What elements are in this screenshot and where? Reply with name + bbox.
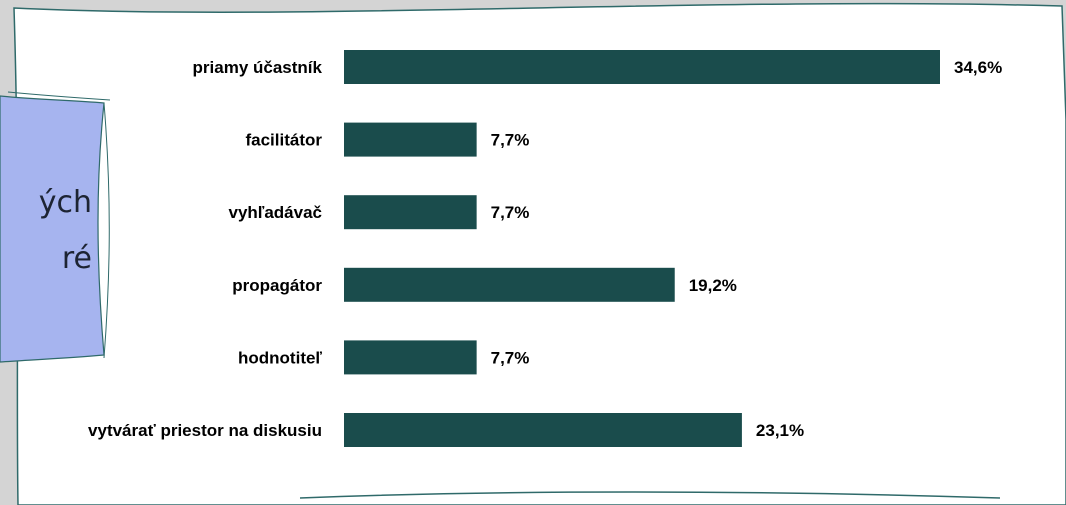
value-label-4: 7,7% (491, 348, 530, 367)
value-label-0: 34,6% (954, 58, 1002, 77)
category-label-2: vyhľadávač (229, 203, 323, 222)
category-label-1: facilitátor (245, 131, 322, 150)
value-label-1: 7,7% (491, 131, 530, 150)
note-card-fold (7, 91, 111, 101)
note-card (0, 95, 105, 363)
bar-2 (344, 195, 477, 230)
value-label-2: 7,7% (491, 203, 530, 222)
bar-0 (344, 50, 940, 84)
bar-1 (344, 122, 477, 157)
category-label-4: hodnotiteľ (238, 348, 322, 367)
category-label-3: propagátor (232, 276, 322, 295)
category-label-0: priamy účastník (193, 58, 323, 77)
bar-4 (344, 340, 477, 375)
category-label-5: vytvárať priestor na diskusiu (88, 421, 322, 440)
bar-5 (344, 413, 742, 447)
bar-3 (344, 267, 675, 302)
bottom-accent-line (299, 491, 1001, 499)
value-label-5: 23,1% (756, 421, 804, 440)
note-card-edge (103, 102, 110, 359)
value-label-3: 19,2% (689, 276, 737, 295)
